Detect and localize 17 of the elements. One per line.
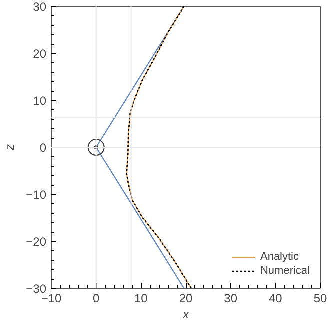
y-tick-label: −20 <box>26 235 47 249</box>
x-tick-label: 0 <box>92 292 100 306</box>
x-tick-label: 30 <box>224 292 238 306</box>
x-tick-label: 10 <box>134 292 148 306</box>
y-axis-title: z <box>3 144 18 152</box>
legend-label: Numerical <box>260 264 310 278</box>
x-tick-label: 40 <box>268 292 283 306</box>
y-tick-label: 30 <box>33 0 47 14</box>
y-tick-label: −30 <box>26 282 47 296</box>
y-tick-label: 10 <box>33 94 47 108</box>
x-tick-label: 50 <box>314 292 328 306</box>
y-tick-label: −10 <box>26 188 47 202</box>
x-axis-title: x <box>182 308 190 322</box>
y-tick-label: 0 <box>40 141 47 155</box>
legend-label: Analytic <box>260 250 300 264</box>
y-tick-label: 20 <box>33 47 47 61</box>
x-tick-label: 20 <box>179 292 193 306</box>
